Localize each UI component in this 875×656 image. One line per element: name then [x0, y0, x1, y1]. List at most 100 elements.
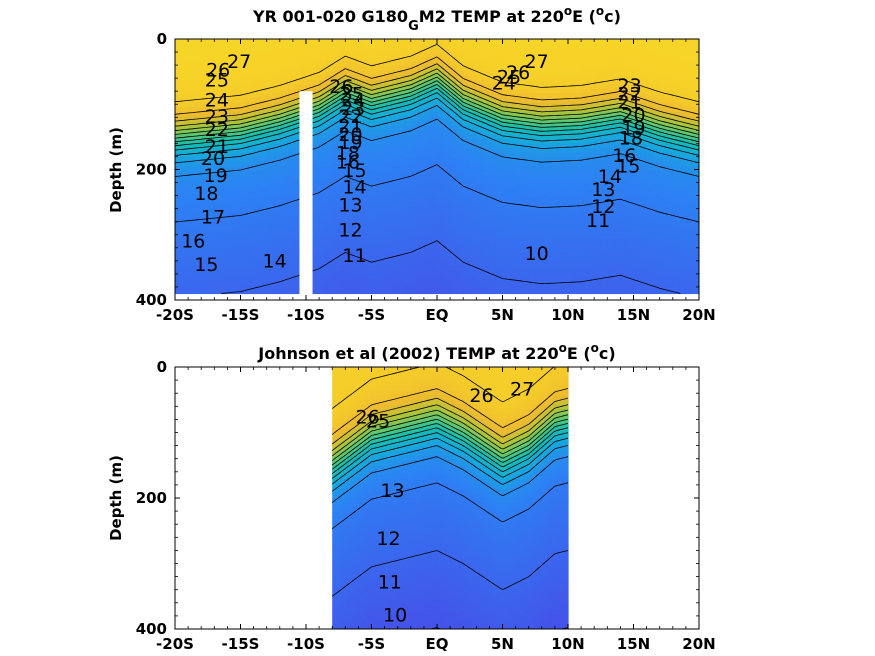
field-cell	[332, 441, 336, 448]
field-cell	[341, 451, 345, 457]
field-cell	[188, 248, 196, 254]
field-cell	[220, 188, 228, 195]
field-cell	[535, 234, 543, 240]
field-cell	[672, 184, 680, 190]
field-cell	[404, 207, 412, 213]
field-cell	[338, 225, 346, 231]
field-cell	[653, 61, 661, 67]
field-cell	[594, 70, 602, 76]
field-cell	[581, 66, 589, 72]
field-cell	[341, 469, 345, 476]
field-cell	[247, 279, 255, 285]
field-cell	[463, 193, 471, 199]
field-cell	[587, 266, 595, 272]
field-cell	[515, 152, 523, 158]
field-cell	[554, 48, 563, 54]
x-tick-label: -10S	[287, 306, 325, 324]
field-cell	[515, 275, 523, 281]
field-cell	[391, 79, 399, 86]
field-cell	[260, 152, 268, 158]
field-cell	[535, 225, 543, 231]
field-cell	[522, 170, 530, 176]
field-cell	[522, 257, 530, 263]
field-cell	[260, 93, 268, 99]
field-cell	[495, 57, 504, 63]
field-cell	[502, 70, 510, 76]
field-cell	[325, 116, 333, 122]
field-cell	[626, 98, 635, 104]
field-cell	[332, 148, 340, 154]
field-cell	[587, 157, 595, 163]
field-cell	[325, 79, 333, 86]
field-cell	[568, 43, 576, 49]
contour-label: 21	[618, 91, 642, 113]
field-cell	[554, 152, 563, 158]
field-cell	[594, 270, 602, 276]
field-cell	[685, 66, 694, 72]
field-cell	[341, 460, 345, 466]
field-cell	[364, 288, 373, 295]
field-cell	[640, 129, 648, 136]
field-cell	[220, 211, 228, 217]
field-cell	[482, 234, 490, 240]
field-cell	[489, 52, 497, 58]
field-cell	[247, 220, 255, 226]
field-cell	[194, 75, 202, 81]
field-cell	[332, 516, 336, 522]
field-cell	[646, 88, 654, 95]
field-cell	[535, 252, 543, 258]
field-cell	[358, 279, 366, 285]
field-cell	[633, 148, 641, 154]
field-cell	[489, 98, 497, 104]
field-cell	[463, 170, 471, 176]
field-cell	[247, 266, 255, 272]
field-cell	[188, 161, 196, 167]
field-cell	[404, 143, 412, 149]
field-cell	[574, 284, 582, 290]
field-cell	[541, 198, 549, 204]
field-cell	[522, 243, 530, 249]
field-cell	[456, 52, 464, 58]
field-cell	[495, 75, 504, 81]
field-cell	[568, 39, 576, 45]
field-cell	[207, 111, 215, 117]
field-cell	[640, 225, 648, 231]
field-cell	[175, 275, 183, 281]
field-cell	[620, 202, 628, 208]
field-cell	[319, 198, 327, 204]
field-cell	[541, 284, 549, 290]
field-cell	[286, 193, 294, 199]
field-cell	[600, 57, 608, 63]
field-cell	[554, 279, 563, 285]
field-cell	[214, 161, 222, 167]
field-cell	[620, 66, 628, 72]
field-cell	[233, 243, 242, 249]
field-cell	[482, 288, 490, 295]
field-cell	[220, 70, 228, 76]
field-cell	[430, 134, 438, 140]
field-cell	[338, 418, 342, 424]
field-cell	[341, 605, 345, 611]
field-cell	[594, 202, 602, 208]
field-cell	[312, 125, 320, 131]
field-cell	[371, 238, 379, 245]
field-cell	[666, 84, 674, 90]
field-cell	[437, 161, 445, 167]
field-cell	[626, 207, 635, 213]
field-cell	[482, 184, 490, 190]
field-cell	[640, 93, 648, 99]
field-cell	[568, 125, 576, 131]
field-cell	[672, 257, 680, 263]
field-cell	[341, 610, 345, 616]
field-cell	[332, 161, 340, 167]
field-cell	[626, 261, 635, 267]
field-cell	[201, 175, 209, 181]
field-cell	[482, 261, 490, 267]
field-cell	[201, 229, 209, 235]
field-cell	[220, 248, 228, 254]
field-cell	[214, 257, 222, 263]
field-cell	[666, 279, 674, 285]
field-cell	[335, 535, 339, 541]
field-cell	[351, 266, 359, 272]
field-cell	[463, 220, 471, 226]
